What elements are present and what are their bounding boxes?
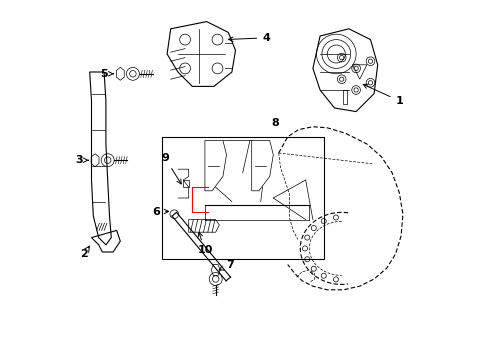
- Text: 7: 7: [219, 260, 233, 270]
- Text: 2: 2: [80, 249, 88, 259]
- Bar: [183, 180, 188, 187]
- Bar: [343, 90, 346, 104]
- Text: 4: 4: [228, 33, 269, 43]
- Text: 9: 9: [161, 153, 181, 184]
- Bar: [162, 137, 323, 259]
- Text: 1: 1: [363, 84, 402, 106]
- Text: 8: 8: [271, 118, 279, 128]
- Text: 6: 6: [152, 207, 168, 217]
- Text: 3: 3: [75, 155, 88, 165]
- Text: 10: 10: [197, 232, 212, 255]
- Text: 5: 5: [100, 69, 113, 79]
